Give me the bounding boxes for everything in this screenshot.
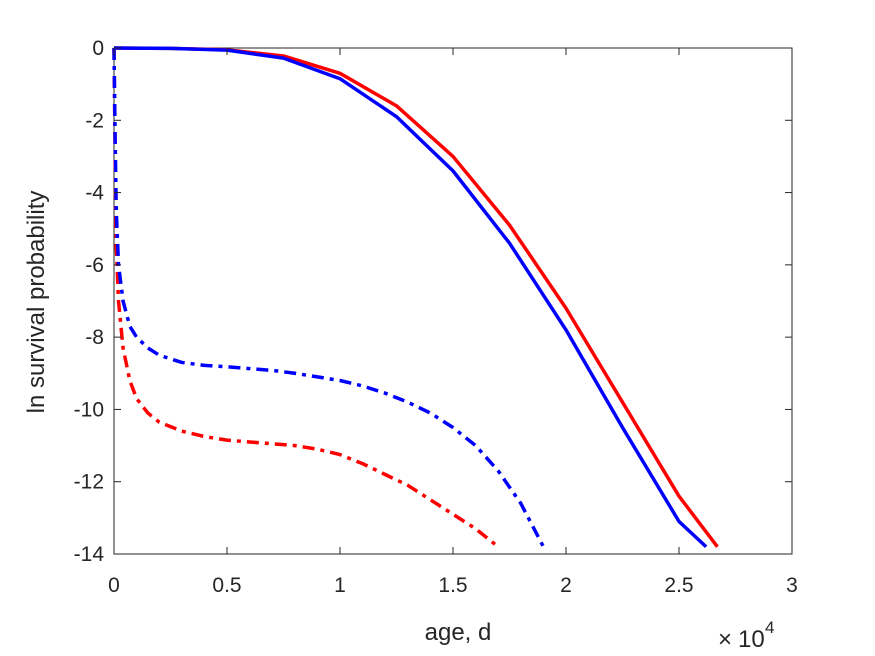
y-tick-label: 0 xyxy=(92,37,104,60)
y-tick-label: -2 xyxy=(85,109,104,132)
x-tick-label: 1.5 xyxy=(438,574,467,597)
x-tick-label: 3 xyxy=(786,574,798,597)
series-line-3 xyxy=(112,47,500,549)
series-layer xyxy=(112,46,719,549)
series-line-2 xyxy=(113,46,708,549)
x-tick-label: 0 xyxy=(108,574,120,597)
x-multiplier-base: 10 xyxy=(738,626,765,653)
series-line-4 xyxy=(112,47,545,548)
x-axis-label: age, d xyxy=(425,619,492,646)
svg-text:×: × xyxy=(718,626,732,653)
tick-layer: 0 0.5 1 1.5 2 2.5 3 0 -2 -4 -6 -8 -10 -12 -14 xyxy=(74,37,798,597)
x-multiplier-exponent: 4 xyxy=(765,618,774,637)
x-tick-label: 1 xyxy=(334,574,346,597)
x-tick-label: 2.5 xyxy=(664,574,693,597)
y-tick-label: -4 xyxy=(85,182,104,205)
y-tick-label: -14 xyxy=(74,543,105,566)
y-tick-label: -6 xyxy=(85,254,104,277)
y-tick-label: -12 xyxy=(74,471,104,494)
x-tick-label: 2 xyxy=(560,574,572,597)
y-axis-label: ln survival probability xyxy=(23,191,50,414)
y-tick-label: -10 xyxy=(74,398,104,421)
x-multiplier-label: × 10 4 xyxy=(718,618,774,653)
x-tick-label: 0.5 xyxy=(212,574,241,597)
y-tick-label: -8 xyxy=(85,326,104,349)
